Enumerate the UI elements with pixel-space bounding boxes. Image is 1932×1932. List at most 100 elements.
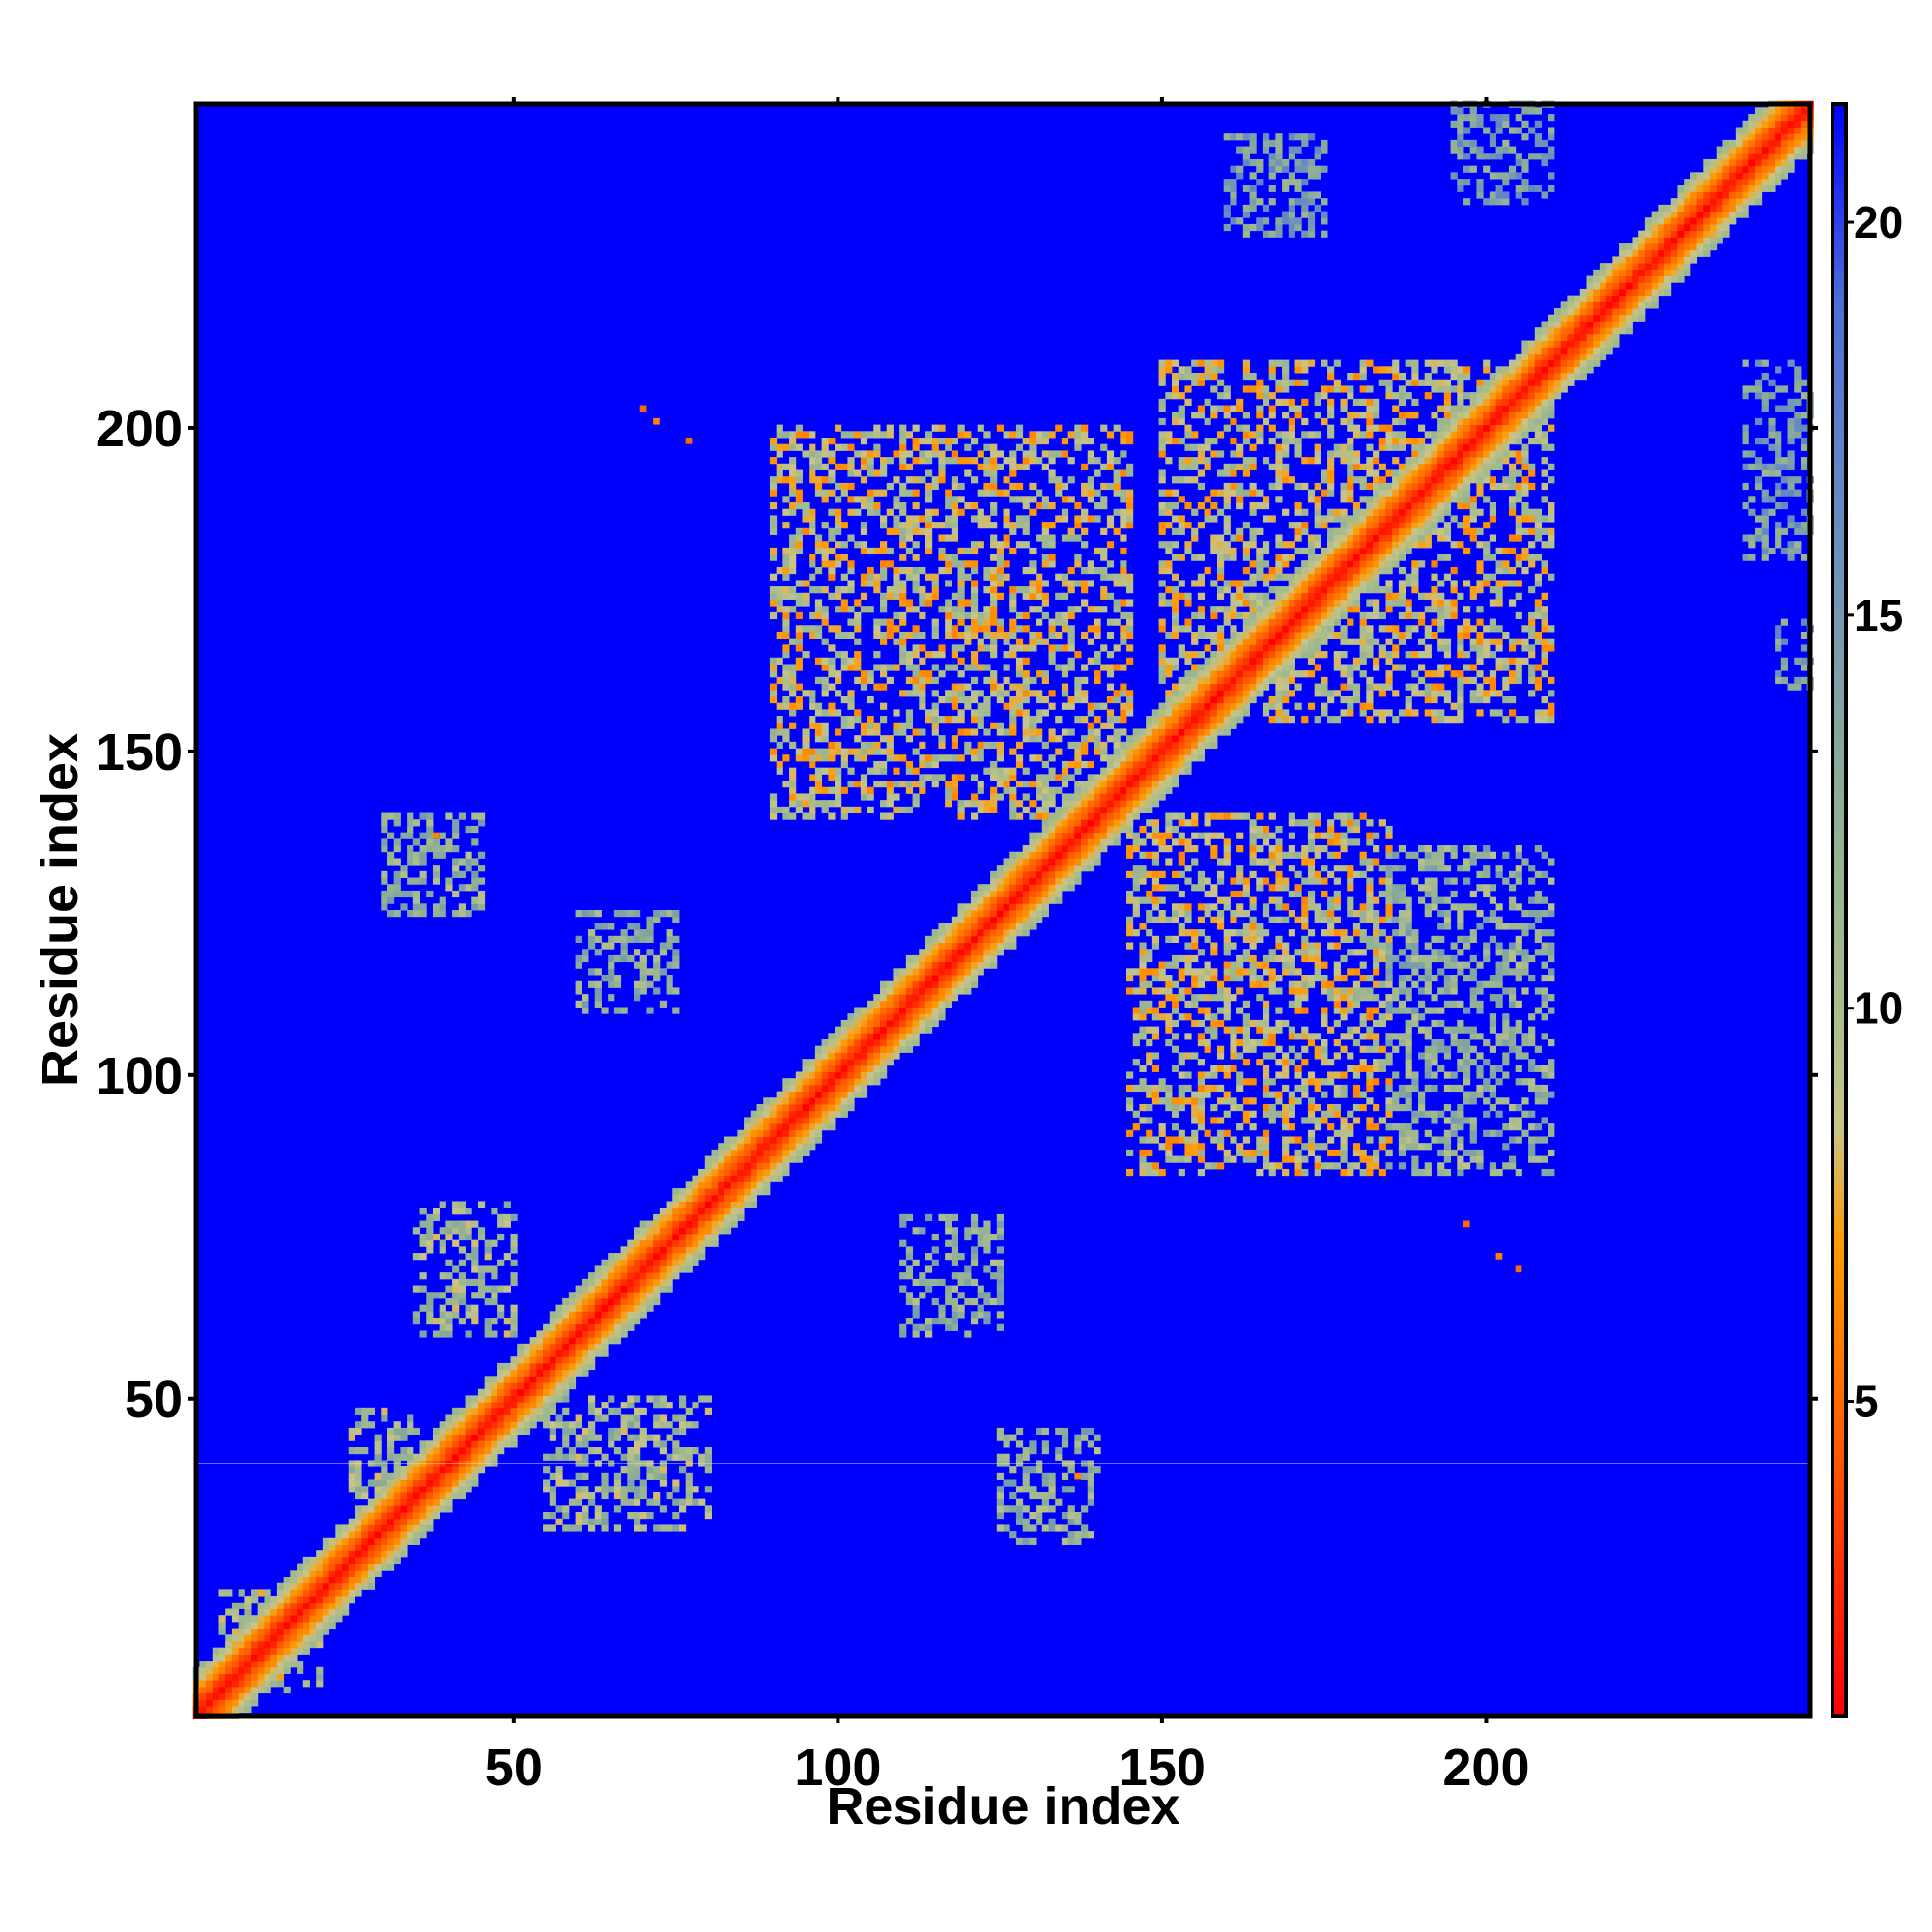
contact-cell [1463,366,1471,374]
contact-cell [957,683,965,691]
contact-cell [386,910,395,918]
contact-cell [1230,1097,1237,1105]
contact-cell [543,1421,551,1429]
contact-cell [847,469,855,477]
contact-cell [1146,832,1153,839]
contact-cell [1476,508,1484,516]
contact-cell [1443,638,1452,645]
contact-cell [1314,534,1321,542]
contact-cell [1223,586,1231,594]
contact-cell [1249,935,1257,943]
contact-cell [575,910,582,918]
contact-cell [653,1492,661,1500]
contact-cell [809,812,816,820]
contact-cell [951,438,959,445]
contact-cell [646,916,654,923]
contact-cell [1378,443,1386,451]
contact-cell [789,586,797,594]
contact-cell [1347,417,1354,426]
contact-cell [1242,580,1250,587]
contact-cell [821,606,829,613]
contact-cell [847,463,855,470]
contact-cell [1366,385,1374,393]
contact-cell [1541,606,1548,613]
contact-cell [1282,1110,1290,1118]
contact-cell [672,949,680,956]
contact-cell [1256,438,1264,445]
contact-cell [1146,1103,1153,1112]
contact-cell [1158,373,1166,381]
contact-cell [445,838,453,846]
contact-cell [1126,923,1134,930]
contact-cell [1100,443,1108,451]
contact-cell [1048,554,1056,561]
contact-cell [1041,741,1049,750]
contact-cell [1489,554,1497,561]
contact-cell [1483,651,1491,659]
contact-cell [1094,606,1101,613]
contact-cell [1411,443,1419,451]
contact-cell [1132,896,1140,904]
contact-cell [996,1285,1004,1293]
contact-cell [386,1434,395,1441]
contact-cell [1120,522,1127,529]
contact-cell [1074,580,1082,587]
contact-cell [386,1440,395,1448]
contact-cell [802,651,810,659]
contact-cell [1307,870,1316,878]
contact-cell [1029,496,1037,503]
contact-cell [769,683,778,691]
contact-cell [1216,870,1225,878]
contact-cell [1282,683,1290,691]
contact-cell [957,1304,965,1312]
contact-cell [802,527,810,535]
contact-cell [1483,644,1491,652]
contact-cell [1022,527,1030,535]
contact-cell [873,767,881,775]
contact-cell [990,793,998,801]
contact-cell [1294,949,1302,956]
contact-cell [1113,599,1121,607]
contact-cell [361,1486,369,1493]
contact-cell [1048,522,1056,529]
contact-cell [1268,424,1276,432]
contact-cell [990,683,998,691]
contact-cell [1548,541,1555,549]
contact-cell [945,1220,952,1228]
contact-cell [912,527,920,535]
contact-cell [1178,851,1185,859]
contact-cell [1366,683,1374,691]
contact-cell [471,838,479,846]
contact-cell [1256,858,1264,866]
contact-cell [1373,424,1380,432]
contact-cell [854,676,862,685]
contact-cell [1262,903,1270,911]
contact-cell [381,1472,388,1480]
contact-cell [588,1524,596,1532]
contact-cell [931,1259,939,1266]
contact-cell [1450,599,1458,607]
contact-cell [970,1297,979,1306]
contact-cell [931,580,939,587]
contact-cell [1022,728,1030,736]
contact-cell [828,560,836,568]
contact-cell [983,709,991,717]
contact-cell [1242,1026,1250,1034]
contact-cell [1139,980,1147,988]
contact-cell [1158,580,1166,587]
contact-cell [847,618,855,626]
contact-cell [1106,560,1115,568]
contact-cell [1476,638,1484,645]
contact-cell [1022,586,1030,594]
contact-cell [1294,1084,1302,1093]
contact-cell [919,476,926,484]
contact-cell [452,1265,460,1273]
contact-cell [1067,741,1075,750]
contact-cell [996,1259,1004,1266]
contact-cell [1301,716,1309,724]
contact-cell [931,592,939,600]
contact-cell [426,1311,434,1319]
contact-cell [1275,469,1283,477]
contact-cell [1230,438,1237,445]
contact-cell [795,424,803,432]
